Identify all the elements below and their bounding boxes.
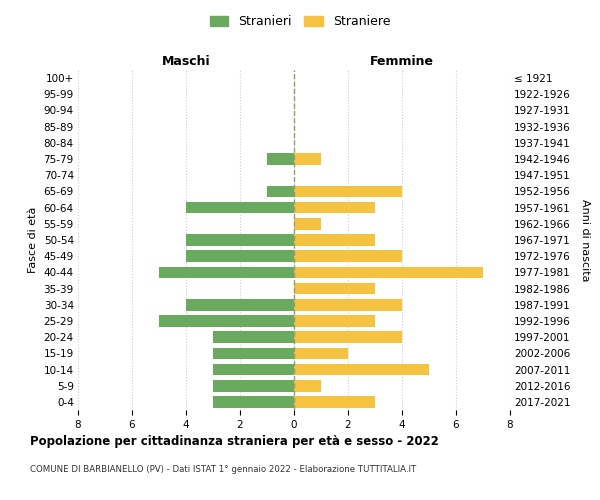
Y-axis label: Anni di nascita: Anni di nascita: [580, 198, 590, 281]
Bar: [186, 202, 294, 213]
Legend: Stranieri, Straniere: Stranieri, Straniere: [206, 11, 394, 32]
Bar: [186, 299, 294, 310]
Bar: [294, 218, 321, 230]
Bar: [294, 348, 348, 359]
Bar: [294, 332, 402, 343]
Text: COMUNE DI BARBIANELLO (PV) - Dati ISTAT 1° gennaio 2022 - Elaborazione TUTTITALI: COMUNE DI BARBIANELLO (PV) - Dati ISTAT …: [30, 465, 416, 474]
Bar: [294, 234, 375, 246]
Bar: [294, 186, 402, 198]
Bar: [213, 332, 294, 343]
Bar: [294, 266, 483, 278]
Bar: [294, 202, 375, 213]
Text: Femmine: Femmine: [370, 54, 434, 68]
Bar: [159, 266, 294, 278]
Text: Maschi: Maschi: [161, 54, 211, 68]
Y-axis label: Fasce di età: Fasce di età: [28, 207, 38, 273]
Bar: [186, 234, 294, 246]
Bar: [294, 396, 375, 407]
Bar: [267, 153, 294, 165]
Bar: [294, 364, 429, 376]
Text: Popolazione per cittadinanza straniera per età e sesso - 2022: Popolazione per cittadinanza straniera p…: [30, 435, 439, 448]
Bar: [213, 348, 294, 359]
Bar: [294, 250, 402, 262]
Bar: [294, 315, 375, 327]
Bar: [267, 186, 294, 198]
Bar: [294, 153, 321, 165]
Bar: [294, 299, 402, 310]
Bar: [294, 380, 321, 392]
Bar: [213, 380, 294, 392]
Bar: [159, 315, 294, 327]
Bar: [213, 396, 294, 407]
Bar: [294, 282, 375, 294]
Bar: [213, 364, 294, 376]
Bar: [186, 250, 294, 262]
